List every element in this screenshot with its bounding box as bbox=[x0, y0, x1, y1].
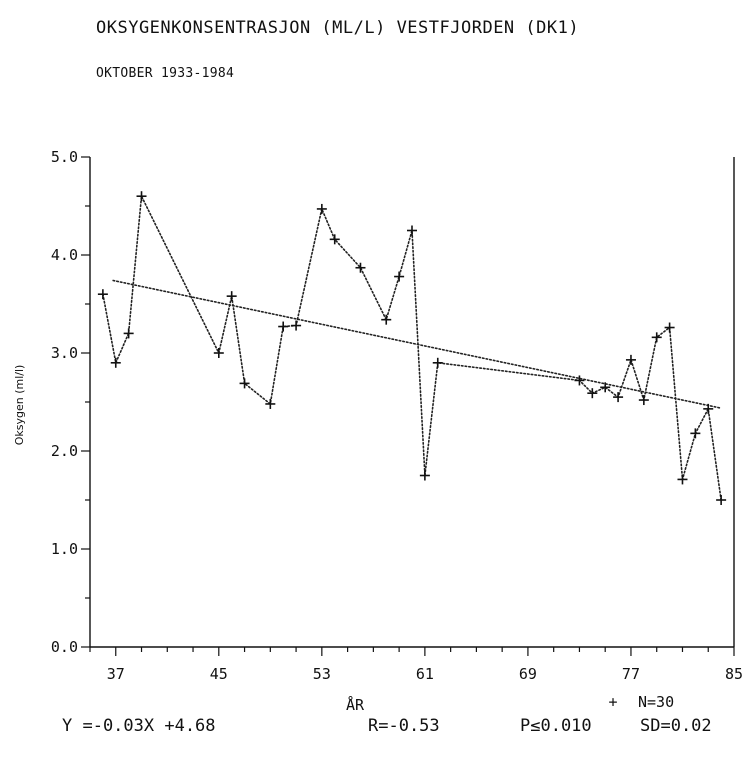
y-tick-label: 3.0 bbox=[51, 344, 78, 362]
data-point bbox=[213, 348, 224, 358]
data-point bbox=[613, 392, 624, 403]
chart-subtitle: OKTOBER 1933-1984 bbox=[96, 66, 235, 81]
data-point bbox=[291, 320, 302, 331]
data-point bbox=[651, 332, 662, 343]
data-point bbox=[690, 428, 701, 439]
p-value: P≤0.010 bbox=[520, 716, 592, 736]
data-point bbox=[381, 314, 392, 325]
x-tick-label: 77 bbox=[622, 665, 640, 683]
x-tick-label: 37 bbox=[107, 665, 125, 683]
chart-title: OKSYGENKONSENTRASJON (ML/L) VESTFJORDEN … bbox=[96, 18, 580, 38]
series-line bbox=[102, 193, 722, 501]
data-point bbox=[394, 271, 405, 282]
data-point bbox=[97, 289, 108, 300]
y-tick-label: 2.0 bbox=[51, 442, 78, 460]
data-point bbox=[316, 203, 327, 214]
data-point bbox=[407, 225, 417, 236]
data-point bbox=[265, 398, 276, 409]
data-point bbox=[664, 322, 675, 333]
x-tick-label: 53 bbox=[313, 665, 331, 683]
y-axis-label: Oksygen (ml/l) bbox=[13, 365, 26, 446]
x-tick-label: 61 bbox=[416, 665, 434, 683]
data-point bbox=[677, 474, 688, 485]
data-point bbox=[716, 495, 727, 505]
data-point bbox=[587, 388, 598, 399]
regression-equation: Y =-0.03X +4.68 bbox=[62, 716, 216, 736]
y-tick-label: 4.0 bbox=[51, 246, 78, 264]
y-tick-label: 5.0 bbox=[51, 148, 78, 166]
data-point bbox=[278, 321, 289, 332]
trend-line bbox=[112, 279, 721, 409]
data-point bbox=[110, 357, 121, 368]
data-point bbox=[574, 375, 585, 386]
data-point bbox=[600, 382, 611, 393]
legend-marker: + bbox=[608, 693, 617, 711]
legend-label: N=30 bbox=[638, 693, 674, 711]
data-point bbox=[432, 357, 443, 368]
correlation-r: R=-0.53 bbox=[368, 716, 440, 736]
data-point bbox=[625, 354, 636, 365]
x-tick-label: 45 bbox=[210, 665, 228, 683]
x-tick-label: 85 bbox=[725, 665, 743, 683]
data-point bbox=[329, 234, 340, 245]
data-point bbox=[703, 403, 714, 414]
standard-deviation: SD=0.02 bbox=[640, 716, 712, 736]
data-point bbox=[226, 291, 237, 302]
data-point bbox=[123, 328, 134, 339]
y-tick-label: 1.0 bbox=[51, 540, 78, 558]
data-point bbox=[355, 262, 366, 273]
data-point bbox=[239, 378, 250, 389]
y-tick-label: 0.0 bbox=[51, 638, 78, 656]
x-tick-label: 69 bbox=[519, 665, 537, 683]
data-point bbox=[638, 395, 649, 406]
data-point bbox=[419, 470, 430, 481]
data-point bbox=[136, 191, 147, 202]
x-axis-label: ÅR bbox=[346, 695, 365, 714]
